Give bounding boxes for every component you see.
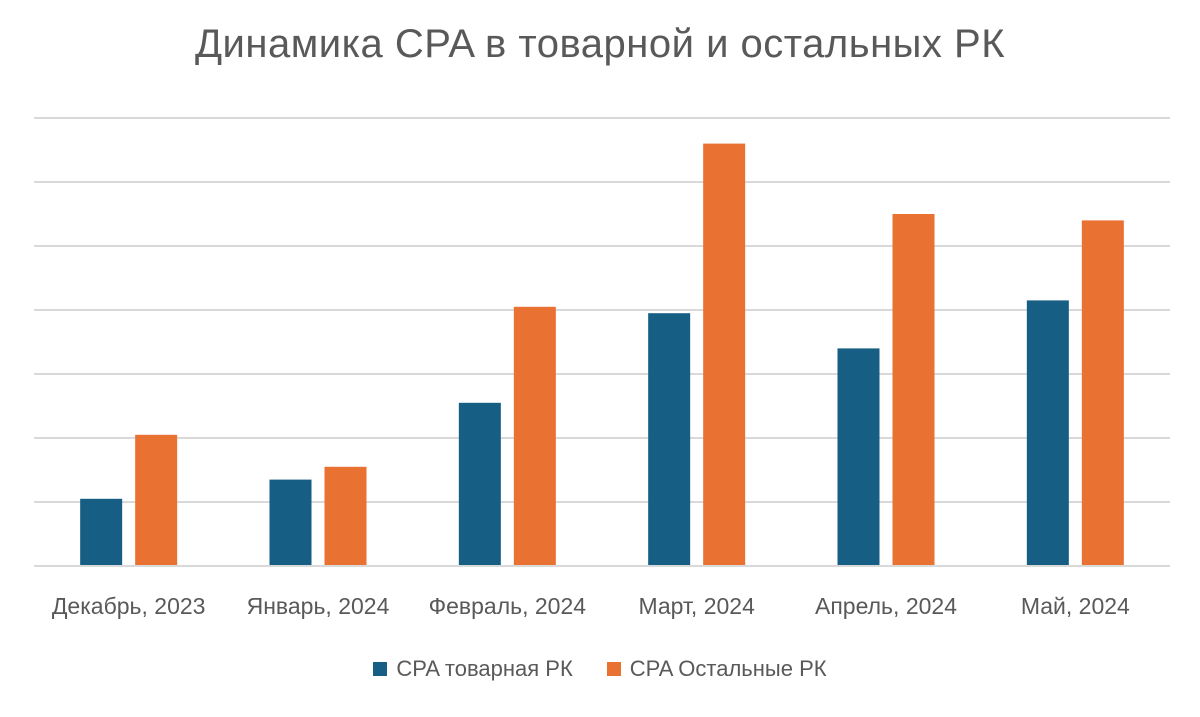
- bar-series-2-2: [324, 466, 367, 566]
- bar-series-1-3: [458, 402, 501, 566]
- x-tick-label: Апрель, 2024: [815, 593, 957, 619]
- bar-series-1-5: [837, 348, 880, 566]
- x-tick-label: Май, 2024: [1021, 593, 1130, 619]
- legend-swatch-series-1: [373, 662, 388, 676]
- x-tick-label: Февраль, 2024: [429, 593, 587, 619]
- bar-series-1-1: [80, 498, 123, 566]
- bar-series-1-6: [1026, 300, 1069, 566]
- legend: CPA товарная РК CPA Остальные РК: [0, 656, 1200, 682]
- legend-item-series-2: CPA Остальные РК: [606, 656, 827, 682]
- legend-label-series-1: CPA товарная РК: [396, 656, 573, 681]
- x-tick-label: Декабрь, 2023: [52, 593, 206, 619]
- legend-label-series-2: CPA Остальные РК: [629, 656, 827, 681]
- bar-series-2-4: [703, 143, 746, 566]
- bar-series-1-2: [269, 479, 312, 566]
- bar-series-2-1: [135, 434, 178, 566]
- x-tick-label: Март, 2024: [638, 593, 755, 619]
- chart-title: Динамика CPA в товарной и остальных РК: [194, 22, 1006, 66]
- bar-series-2-6: [1081, 220, 1124, 566]
- bar-series-2-3: [513, 306, 556, 566]
- bar-series-1-4: [648, 313, 691, 566]
- x-tick-label: Январь, 2024: [247, 593, 390, 619]
- legend-swatch-series-2: [606, 662, 621, 676]
- legend-item-series-1: CPA товарная РК: [373, 656, 573, 682]
- bar-series-2-5: [892, 214, 935, 566]
